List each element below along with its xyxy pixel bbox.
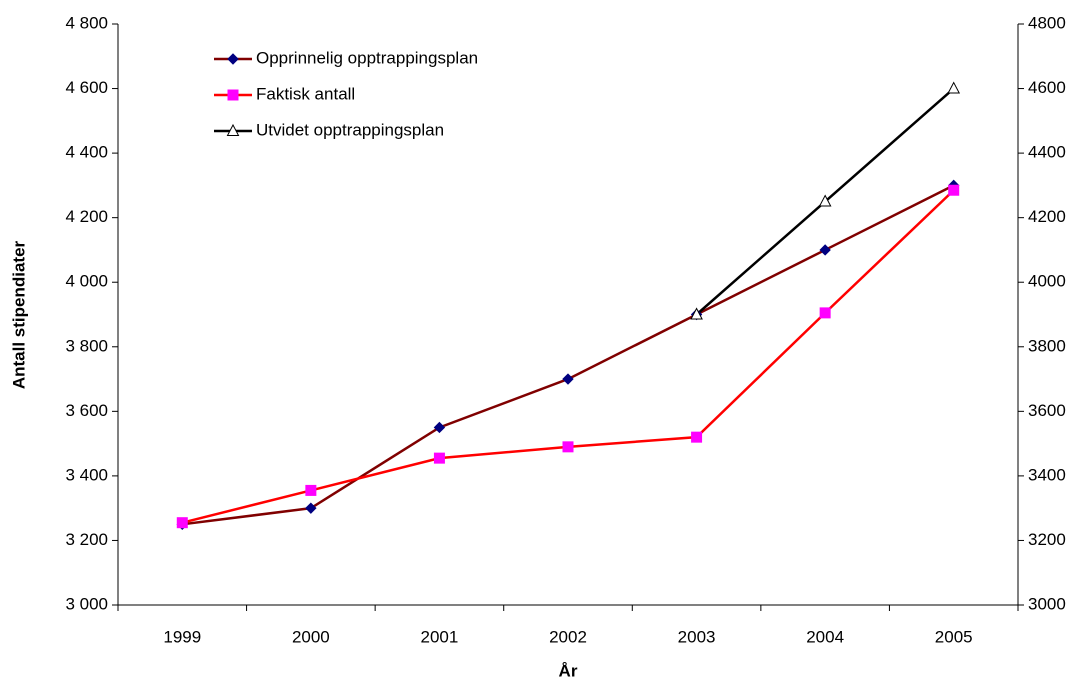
x-axis-title: År (559, 661, 578, 680)
data-point (562, 373, 574, 385)
data-point (433, 421, 446, 434)
x-tick-label: 2003 (678, 627, 716, 646)
data-point (948, 184, 960, 196)
y2-tick-label: 4200 (1028, 207, 1066, 226)
legend-label: Opprinnelig opptrappingsplan (256, 48, 478, 67)
y2-tick-label: 3800 (1028, 336, 1066, 355)
legend-marker (226, 123, 240, 136)
x-tick-label: 2005 (935, 627, 973, 646)
y-axis-title: Antall stipendiater (9, 240, 28, 389)
y2-tick-label: 3400 (1028, 465, 1066, 484)
y2-tick-label: 3200 (1028, 530, 1066, 549)
x-tick-label: 1999 (163, 627, 201, 646)
data-point (819, 307, 831, 319)
data-point (819, 244, 831, 256)
x-tick-label: 2002 (549, 627, 587, 646)
y2-tick-label: 4600 (1028, 78, 1066, 97)
data-point (433, 452, 445, 464)
x-tick-label: 2004 (806, 627, 844, 646)
series-line (181, 189, 955, 524)
data-point (691, 431, 703, 443)
y-tick-label: 4 800 (65, 13, 108, 32)
y-tick-label: 4 000 (65, 272, 108, 291)
y2-tick-label: 3600 (1028, 401, 1066, 420)
data-point (947, 81, 961, 94)
x-tick-label: 2000 (292, 627, 330, 646)
data-point (818, 194, 832, 207)
legend-label: Utvidet opptrappingsplan (256, 120, 444, 139)
y-tick-label: 4 200 (65, 207, 108, 226)
y2-tick-label: 3000 (1028, 594, 1066, 613)
y-tick-label: 3 400 (65, 465, 108, 484)
data-point (305, 484, 317, 496)
y-tick-label: 3 000 (65, 594, 108, 613)
y-tick-label: 3 600 (65, 401, 108, 420)
legend-marker (227, 53, 239, 65)
data-point (562, 441, 574, 453)
x-tick-label: 2001 (421, 627, 459, 646)
y-tick-label: 4 600 (65, 78, 108, 97)
y2-tick-label: 4000 (1028, 272, 1066, 291)
data-point (305, 502, 317, 514)
y2-tick-label: 4400 (1028, 143, 1066, 162)
data-point (690, 307, 703, 320)
series-line (182, 184, 955, 526)
legend-marker (227, 89, 239, 101)
y2-tick-label: 4800 (1028, 13, 1066, 32)
legend-label: Faktisk antall (256, 84, 355, 103)
data-point (176, 517, 188, 529)
y-tick-label: 3 200 (65, 530, 108, 549)
y-tick-label: 4 400 (65, 143, 108, 162)
y-tick-label: 3 800 (65, 336, 108, 355)
